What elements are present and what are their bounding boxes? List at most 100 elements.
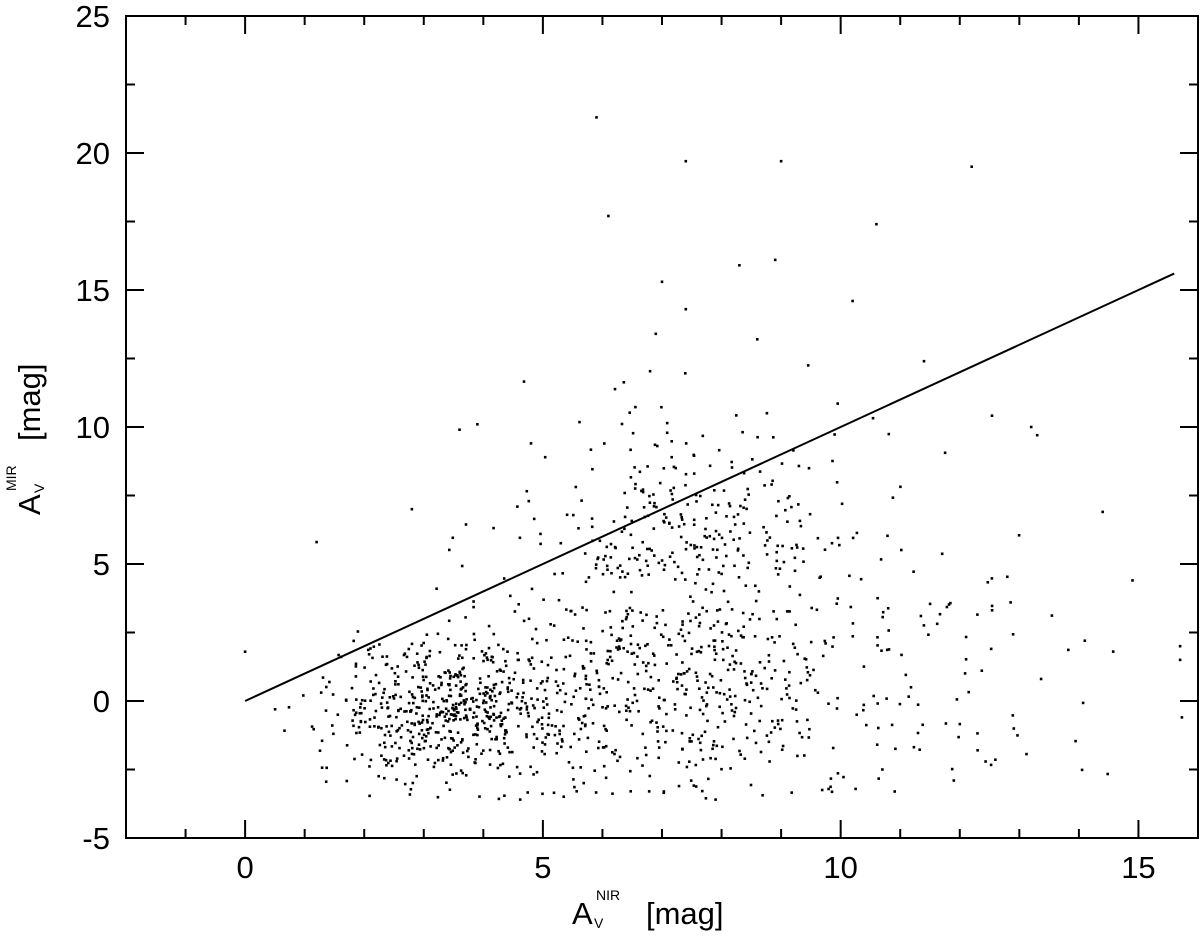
data-point [555, 691, 559, 695]
data-point [556, 742, 559, 745]
data-point [541, 741, 544, 744]
data-point [503, 742, 506, 745]
data-point [649, 720, 652, 724]
data-point [609, 626, 613, 629]
data-point [612, 520, 616, 523]
data-point [802, 560, 805, 563]
data-point [540, 660, 544, 663]
data-point [754, 599, 758, 603]
data-point [713, 639, 717, 642]
data-point [527, 499, 531, 503]
data-point [486, 686, 489, 689]
data-point [474, 758, 477, 761]
data-point [674, 578, 677, 581]
data-point [768, 536, 772, 539]
data-point [451, 737, 454, 740]
data-point [634, 482, 637, 486]
data-point [380, 726, 383, 730]
data-point [710, 590, 713, 594]
data-point [594, 566, 598, 570]
data-point [529, 765, 532, 769]
data-point [545, 679, 549, 683]
data-point [976, 732, 979, 735]
data-point [489, 724, 493, 728]
data-point [555, 751, 558, 755]
data-point [733, 710, 737, 714]
data-point [687, 612, 690, 615]
data-point [697, 737, 700, 741]
data-point [497, 643, 500, 647]
data-point [380, 754, 383, 757]
data-point [680, 518, 684, 521]
data-point [775, 617, 779, 621]
data-point [446, 637, 450, 641]
data-point [618, 755, 622, 759]
data-point [631, 609, 634, 612]
data-point [625, 709, 628, 712]
data-point [466, 718, 469, 722]
data-point [711, 747, 714, 751]
data-point [1067, 648, 1070, 652]
data-point [527, 714, 530, 718]
data-point [486, 711, 489, 714]
data-point [566, 636, 570, 639]
data-point [684, 159, 688, 163]
data-point [904, 673, 908, 677]
data-point [585, 608, 588, 612]
data-point [428, 649, 432, 653]
data-point [604, 707, 608, 710]
data-point [535, 687, 539, 690]
data-point [677, 761, 681, 764]
data-point [779, 159, 783, 163]
data-point [629, 769, 632, 773]
data-point [640, 489, 643, 493]
reference-line [244, 272, 1175, 702]
data-point [746, 487, 749, 491]
data-point [571, 766, 575, 770]
data-point [487, 646, 491, 650]
data-point [855, 531, 859, 535]
data-point [481, 719, 484, 723]
data-point [893, 790, 896, 793]
data-point [440, 710, 443, 713]
data-point [698, 741, 702, 745]
data-point [394, 683, 397, 686]
data-point [532, 517, 536, 521]
data-point [412, 753, 416, 756]
data-point [545, 638, 548, 642]
data-point [735, 414, 738, 417]
data-point [696, 679, 699, 682]
data-point [732, 737, 735, 741]
data-point [445, 712, 448, 716]
data-point [944, 722, 948, 725]
data-point [399, 695, 402, 699]
data-point [589, 640, 593, 644]
data-point [319, 691, 323, 694]
data-point [517, 603, 520, 606]
data-point [595, 671, 599, 675]
data-point [411, 676, 414, 679]
data-point [465, 698, 468, 701]
data-point [694, 493, 698, 497]
data-point [790, 505, 793, 509]
data-point [701, 712, 705, 716]
data-point [631, 431, 635, 435]
data-point [545, 697, 548, 700]
data-point [630, 519, 634, 523]
data-point [685, 541, 688, 544]
data-point [626, 650, 629, 653]
data-point [409, 730, 413, 734]
data-point [641, 764, 644, 767]
data-point [767, 654, 771, 657]
data-point [508, 775, 511, 778]
data-point [833, 433, 836, 436]
data-point [651, 687, 655, 690]
data-point [626, 506, 629, 509]
data-point [759, 682, 763, 685]
data-point [411, 781, 415, 785]
data-point [564, 655, 568, 659]
data-point [641, 619, 644, 622]
data-point [700, 696, 704, 699]
data-point [652, 493, 655, 496]
data-point [730, 466, 734, 469]
